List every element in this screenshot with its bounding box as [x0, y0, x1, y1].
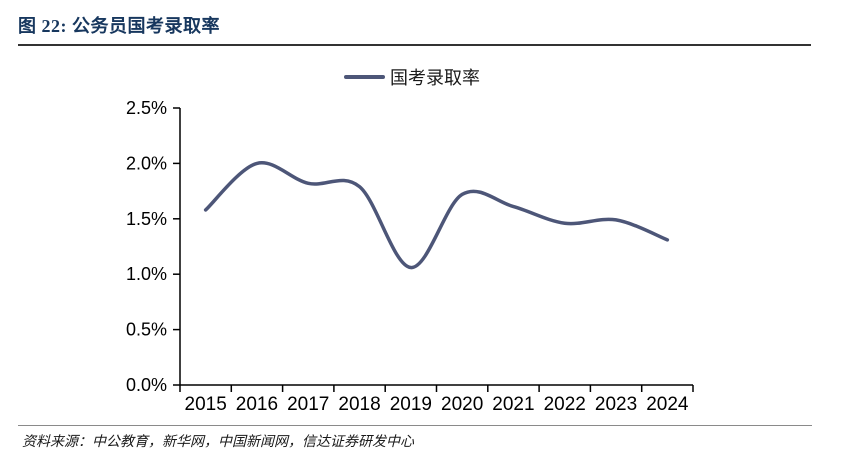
x-tick-label: 2015	[185, 394, 227, 415]
x-tick-label: 2016	[236, 394, 278, 415]
y-tick-label: 0.5%	[126, 320, 167, 340]
x-tick-label: 2023	[595, 394, 637, 415]
x-tick-label: 2018	[338, 394, 380, 415]
x-tick-label: 2021	[492, 394, 534, 415]
y-tick-label: 1.0%	[126, 264, 167, 284]
source-note: 资料来源：中公教育，新华网，中国新闻网，信达证券研发中心	[22, 435, 414, 450]
x-tick-label: 2019	[390, 394, 432, 415]
y-tick-label: 2.5%	[126, 98, 167, 118]
series-line-admission-rate	[203, 161, 670, 270]
footer-rule	[18, 425, 812, 426]
y-tick-label: 1.5%	[126, 209, 167, 229]
x-tick-label: 2020	[441, 394, 483, 415]
y-tick-label: 2.0%	[126, 153, 167, 173]
header-rule	[18, 44, 811, 46]
x-tick-label: 2017	[287, 394, 329, 415]
legend-line-swatch	[344, 75, 385, 79]
legend: 国考录取率	[344, 64, 480, 90]
figure-title: 图 22: 公务员国考录取率	[18, 16, 220, 36]
legend-label: 国考录取率	[390, 68, 480, 88]
y-tick-label: 0.0%	[126, 375, 167, 395]
x-tick-label: 2022	[544, 394, 586, 415]
x-tick-label: 2024	[646, 394, 689, 415]
